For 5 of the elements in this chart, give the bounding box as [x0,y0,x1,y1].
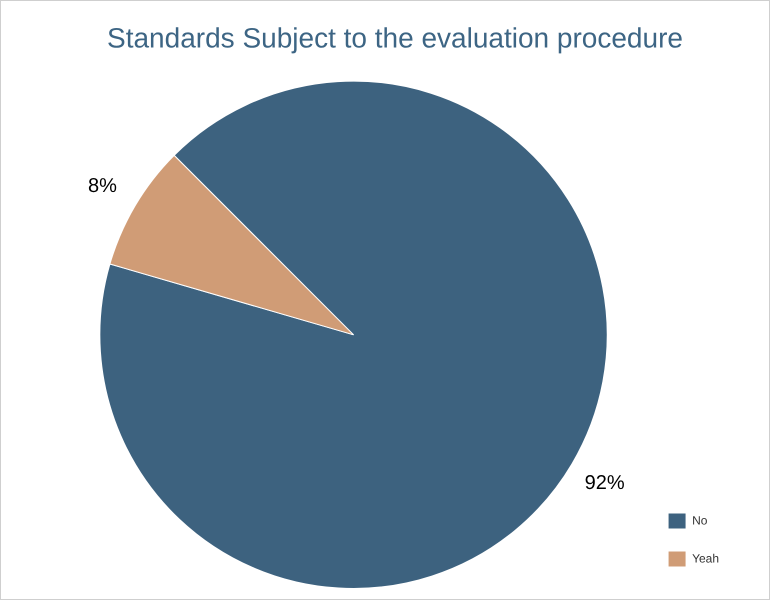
legend-label: No [692,513,708,528]
data-label: 92% [584,472,625,494]
chart-title: Standards Subject to the evaluation procedure [107,22,683,54]
legend-label: Yeah [692,551,720,566]
data-label: 8% [88,174,118,197]
